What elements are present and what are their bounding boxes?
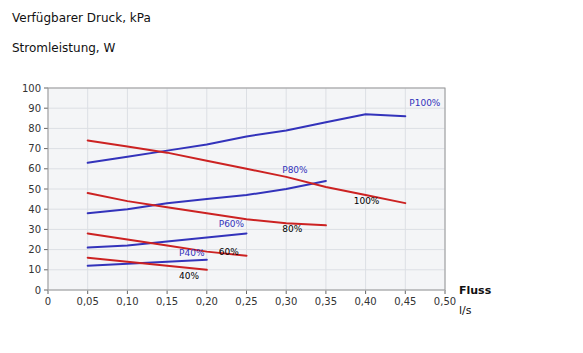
subtitle: Stromleistung, W (12, 41, 115, 55)
tick-mark (44, 168, 48, 169)
curve-label: P40% (179, 248, 205, 258)
grid-line (48, 269, 445, 270)
title: Verfügbarer Druck, kPa (12, 11, 151, 25)
curve-label: P60% (219, 219, 245, 229)
tick-mark (44, 290, 48, 291)
x-tick-label: 0,15 (156, 296, 178, 307)
curve-label: P100% (409, 98, 441, 108)
tick-mark (286, 290, 287, 294)
x-tick-label: 0 (45, 296, 51, 307)
grid-line (48, 209, 445, 210)
x-tick-label: 0,35 (315, 296, 337, 307)
x-tick-label: 0,25 (235, 296, 257, 307)
tick-mark (127, 290, 128, 294)
tick-mark (44, 209, 48, 210)
plot-area (48, 88, 445, 290)
x-tick-label: 0,05 (77, 296, 99, 307)
curve-label: 100% (354, 196, 380, 206)
x-tick-label: 0,20 (196, 296, 218, 307)
series-line (88, 193, 326, 225)
tick-mark (44, 189, 48, 190)
series-line (88, 141, 406, 204)
tick-mark (44, 128, 48, 129)
tick-mark (167, 290, 168, 294)
x-axis-label: Fluss (459, 284, 492, 297)
x-tick-label: 0,40 (354, 296, 376, 307)
curve-label: 60% (219, 247, 239, 257)
grid-line (48, 148, 445, 149)
tick-mark (246, 290, 247, 294)
curve-label: 40% (179, 271, 199, 281)
y-tick-label: 40 (28, 204, 41, 215)
y-tick-label: 100 (22, 83, 41, 94)
tick-mark (44, 88, 48, 89)
y-tick-label: 80 (28, 123, 41, 134)
y-tick-label: 0 (35, 285, 41, 296)
chart: 0 0,05 0,10 0,15 0,20 0,25 0,30 0,35 0,40 0,45 0,5… (0, 0, 583, 353)
grid-line (48, 189, 445, 190)
plot-frame (48, 88, 445, 290)
y-tick-label: 20 (28, 244, 41, 255)
series-line (88, 181, 326, 213)
curve-label: 80% (282, 224, 302, 234)
curve-label: P80% (282, 165, 308, 175)
tick-mark (365, 290, 366, 294)
y-tick-label: 10 (28, 264, 41, 275)
tick-mark (48, 290, 49, 294)
grid-line (48, 128, 445, 129)
tick-mark (44, 148, 48, 149)
tick-mark (206, 290, 207, 294)
y-tick-label: 50 (28, 184, 41, 195)
series-line (88, 233, 247, 255)
tick-mark (87, 290, 88, 294)
grid-line (48, 249, 445, 250)
grid-line (48, 108, 445, 109)
tick-mark (325, 290, 326, 294)
x-tick-label: 0,45 (394, 296, 416, 307)
series-line (88, 260, 207, 266)
y-tick-label: 60 (28, 163, 41, 174)
series-group (88, 114, 406, 270)
tick-mark (44, 108, 48, 109)
tick-mark (44, 269, 48, 270)
x-tick-label: 0,30 (275, 296, 297, 307)
tick-mark (405, 290, 406, 294)
series-line (88, 258, 207, 270)
tick-mark (445, 290, 446, 294)
y-tick-label: 30 (28, 224, 41, 235)
tick-mark (44, 249, 48, 250)
y-tick-label: 90 (28, 103, 41, 114)
x-tick-label: 0,50 (434, 296, 456, 307)
series-line (88, 114, 406, 162)
grid-line (48, 229, 445, 230)
x-tick-label: 0,10 (116, 296, 138, 307)
tick-mark (44, 229, 48, 230)
y-tick-label: 70 (28, 143, 41, 154)
x-axis-unit: l/s (459, 304, 472, 317)
